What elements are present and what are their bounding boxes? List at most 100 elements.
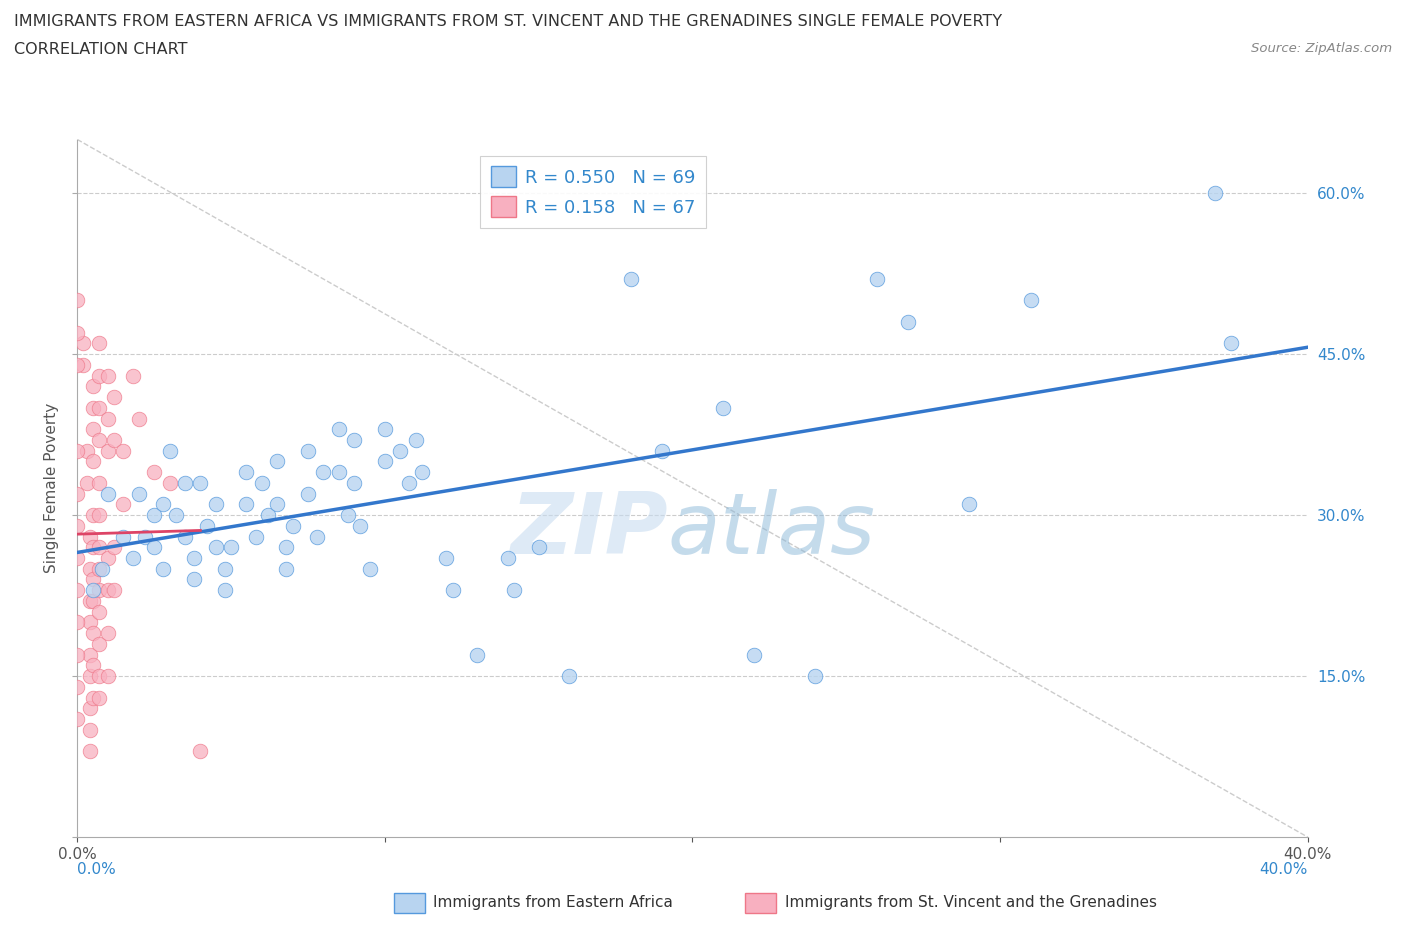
Point [143, 508, 166, 523]
Point [66, 486, 89, 501]
Point [82, 626, 104, 641]
Point [219, 539, 242, 554]
Point [90, 562, 114, 577]
Point [349, 518, 371, 533]
Point [82, 690, 104, 705]
Point [465, 647, 488, 662]
Point [250, 475, 273, 490]
Text: 0.0%: 0.0% [77, 862, 117, 877]
Point [174, 475, 197, 490]
Point [82, 583, 104, 598]
Point [389, 444, 412, 458]
Point [66, 583, 89, 598]
Point [82, 539, 104, 554]
Point [66, 357, 89, 372]
Point [87, 604, 110, 619]
Point [97, 551, 120, 565]
Legend: R = 0.550   N = 69, R = 0.158   N = 67: R = 0.550 N = 69, R = 0.158 N = 67 [479, 155, 706, 228]
Point [103, 432, 125, 447]
Point [897, 314, 920, 329]
Point [97, 411, 120, 426]
Text: ZIP: ZIP [510, 488, 668, 572]
Point [620, 272, 643, 286]
Point [87, 336, 110, 351]
Point [79, 593, 101, 608]
Point [66, 679, 89, 694]
Point [72, 336, 94, 351]
Point [121, 368, 143, 383]
Point [359, 562, 381, 577]
Point [97, 583, 120, 598]
Point [957, 497, 980, 512]
Point [143, 539, 166, 554]
Point [398, 475, 420, 490]
Point [374, 454, 396, 469]
Point [79, 723, 101, 737]
Point [328, 422, 350, 437]
Point [1204, 186, 1226, 201]
Point [165, 508, 187, 523]
Point [214, 583, 236, 598]
Point [276, 539, 298, 554]
Point [328, 465, 350, 480]
Point [87, 432, 110, 447]
Point [112, 529, 135, 544]
Point [87, 508, 110, 523]
Point [276, 562, 298, 577]
Point [405, 432, 427, 447]
Point [82, 400, 104, 415]
Point [79, 529, 101, 544]
Point [79, 669, 101, 684]
Point [76, 475, 98, 490]
Point [87, 636, 110, 651]
Point [152, 562, 174, 577]
Point [103, 390, 125, 405]
Point [97, 626, 120, 641]
Point [66, 293, 89, 308]
Point [82, 572, 104, 587]
Point [82, 593, 104, 608]
Point [312, 465, 335, 480]
Point [79, 647, 101, 662]
Point [128, 411, 150, 426]
Point [82, 379, 104, 393]
Point [1219, 336, 1241, 351]
Point [143, 465, 166, 480]
Point [337, 508, 360, 523]
Point [66, 615, 89, 630]
Point [266, 497, 288, 512]
Point [66, 518, 89, 533]
Point [72, 357, 94, 372]
Point [235, 497, 257, 512]
Text: 40.0%: 40.0% [1260, 862, 1308, 877]
Point [82, 658, 104, 672]
Point [87, 539, 110, 554]
Point [79, 562, 101, 577]
Point [121, 551, 143, 565]
Point [804, 669, 827, 684]
Point [204, 497, 226, 512]
Point [112, 444, 135, 458]
Point [82, 422, 104, 437]
Point [188, 475, 212, 490]
Point [183, 572, 205, 587]
Point [112, 497, 135, 512]
Point [76, 444, 98, 458]
Point [87, 690, 110, 705]
Point [103, 583, 125, 598]
Point [441, 583, 464, 598]
Point [66, 551, 89, 565]
Point [343, 475, 366, 490]
Point [152, 497, 174, 512]
Point [343, 432, 366, 447]
Point [257, 508, 280, 523]
Point [281, 518, 304, 533]
Text: IMMIGRANTS FROM EASTERN AFRICA VS IMMIGRANTS FROM ST. VINCENT AND THE GRENADINES: IMMIGRANTS FROM EASTERN AFRICA VS IMMIGR… [14, 14, 1002, 29]
Point [174, 529, 197, 544]
Point [711, 400, 734, 415]
Point [159, 475, 181, 490]
Point [128, 486, 150, 501]
Point [97, 444, 120, 458]
Point [134, 529, 156, 544]
Point [97, 669, 120, 684]
